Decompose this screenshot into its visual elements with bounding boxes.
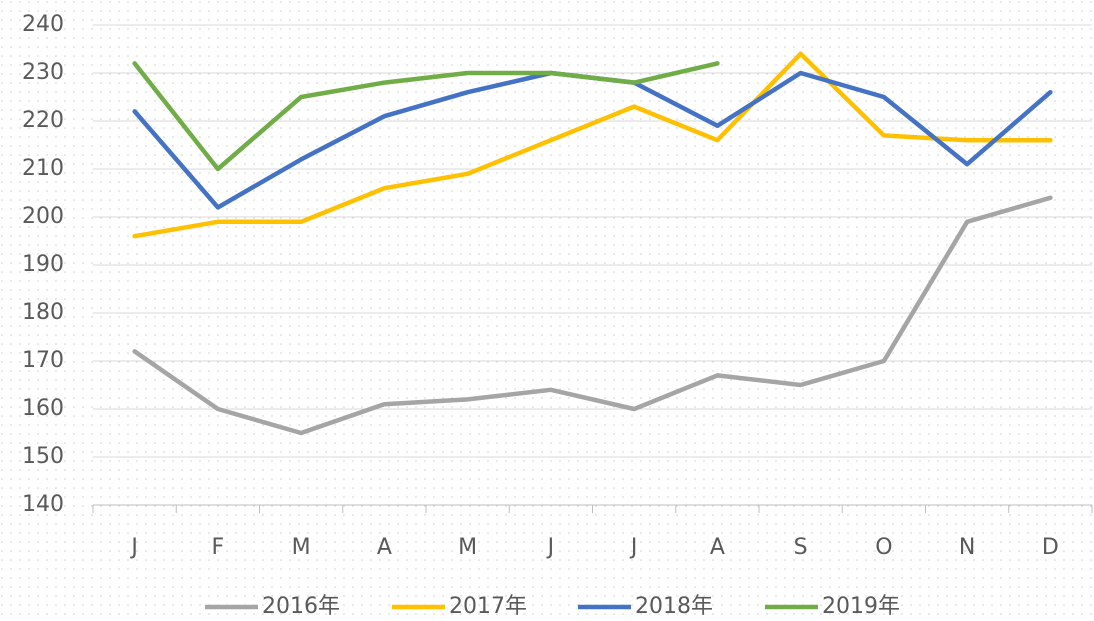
series-line (132, 195, 1053, 436)
x-tick-label: D (1042, 535, 1059, 560)
x-tick-label: A (377, 535, 392, 560)
x-tick-label: A (710, 535, 725, 560)
legend-label: 2017年 (449, 594, 527, 619)
y-tick-label: 170 (22, 348, 64, 373)
y-tick-label: 180 (22, 300, 64, 325)
y-tick-label: 190 (22, 252, 64, 277)
x-tick-label: F (212, 535, 225, 560)
y-tick-label: 220 (22, 108, 64, 133)
y-tick-label: 160 (22, 396, 64, 421)
legend-label: 2019年 (822, 594, 900, 619)
y-tick-label: 200 (22, 204, 64, 229)
x-tick-label: J (129, 535, 138, 560)
legend-label: 2016年 (262, 594, 340, 619)
x-tick-label: M (458, 535, 477, 560)
x-tick-label: J (629, 535, 638, 560)
y-tick-label: 150 (22, 444, 64, 469)
x-tick-label: J (546, 535, 555, 560)
y-tick-label: 210 (22, 156, 64, 181)
y-tick-label: 240 (22, 12, 64, 37)
x-tick-label: O (875, 535, 892, 560)
y-tick-label: 230 (22, 60, 64, 85)
x-tick-label: N (959, 535, 975, 560)
legend-label: 2018年 (635, 594, 713, 619)
x-tick-label: S (794, 535, 808, 560)
series-line (132, 51, 1053, 239)
series-line (132, 61, 720, 172)
x-tick-label: M (292, 535, 311, 560)
y-tick-label: 140 (22, 492, 64, 517)
